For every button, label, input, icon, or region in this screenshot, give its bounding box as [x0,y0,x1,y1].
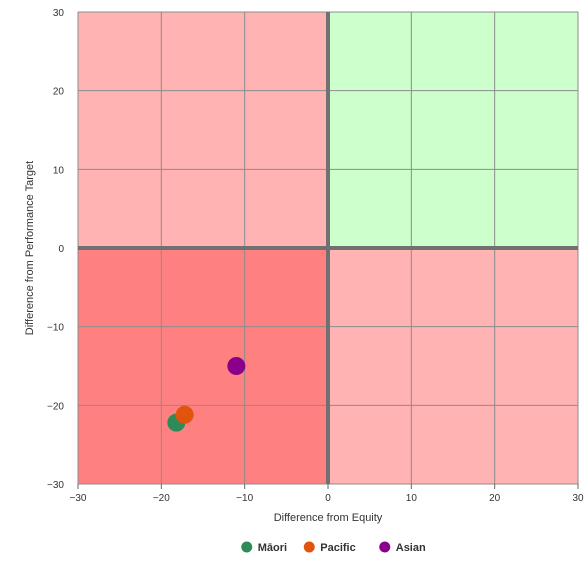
x-tick-label: 20 [489,493,501,504]
quadrant-bottom-left [78,248,328,484]
y-tick-label: 20 [53,87,65,98]
x-axis-label: Difference from Equity [274,512,383,524]
y-tick-label: 10 [53,165,65,176]
quadrant-top-left [78,12,328,248]
legend-marker [379,541,391,553]
legend-marker [303,541,315,553]
y-tick-label: 0 [58,244,64,255]
data-point [175,405,194,424]
y-tick-label: −30 [47,480,64,491]
x-tick-label: 30 [572,493,584,504]
legend-label: Māori [258,542,287,554]
zero-axis-lines [78,12,578,484]
legend-label: Pacific [320,542,355,554]
quadrant-top-right [328,12,578,248]
quadrant-bottom-right [328,248,578,484]
y-tick-label: −10 [47,323,64,334]
legend-marker [241,541,253,553]
legend-item: Pacific [303,541,356,554]
data-point [227,357,246,375]
x-tick-label: −10 [236,493,253,504]
legend-item: Asian [379,541,426,554]
legend: Māori Pacific Asian [241,541,426,554]
x-tick-label: −20 [153,493,170,504]
legend-label: Asian [396,542,426,554]
y-tick-label: 30 [53,8,65,19]
x-tick-label: −30 [70,493,87,504]
y-axis-label: Difference from Performance Target [24,161,36,335]
legend-item: Māori [241,541,287,554]
quadrant-backgrounds [78,12,578,484]
x-tick-label: 0 [325,493,331,504]
y-axis-ticks: −30 −20 −10 0 10 20 30 [47,8,64,491]
x-axis-ticks: −30 −20 −10 0 10 20 30 [70,484,584,504]
x-tick-label: 10 [406,493,418,504]
y-tick-label: −20 [47,401,64,412]
data-points [167,357,246,432]
